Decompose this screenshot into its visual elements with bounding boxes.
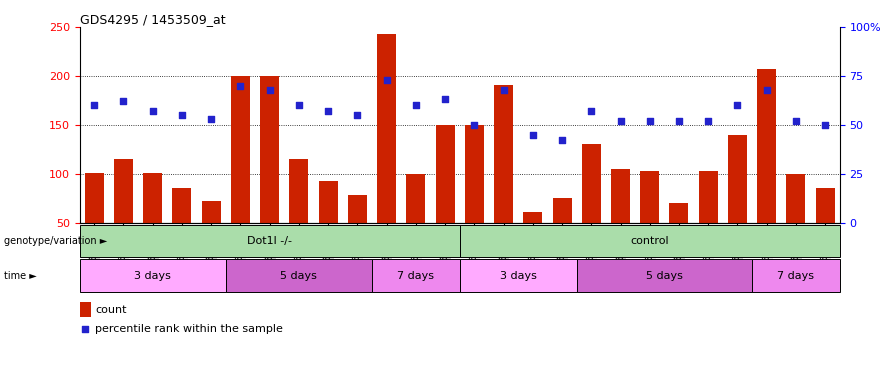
- Point: [233, 83, 248, 89]
- Text: Dot1l -/-: Dot1l -/-: [248, 236, 292, 246]
- Bar: [318, 180, 338, 223]
- Bar: [698, 171, 718, 223]
- Bar: [377, 34, 396, 223]
- Bar: [289, 159, 309, 223]
- Point: [789, 118, 803, 124]
- Point: [204, 116, 218, 122]
- Bar: [552, 198, 572, 223]
- Text: 5 days: 5 days: [280, 270, 317, 281]
- Bar: [260, 76, 279, 223]
- Point: [818, 122, 832, 128]
- Text: count: count: [95, 305, 126, 314]
- Text: control: control: [630, 236, 669, 246]
- Bar: [225, 259, 372, 292]
- Point: [408, 102, 423, 108]
- Point: [438, 96, 452, 103]
- Bar: [436, 125, 454, 223]
- Bar: [85, 173, 103, 223]
- Bar: [407, 174, 425, 223]
- Bar: [347, 195, 367, 223]
- Text: 7 days: 7 days: [777, 270, 814, 281]
- Bar: [728, 135, 747, 223]
- Bar: [611, 169, 630, 223]
- Point: [379, 77, 393, 83]
- Point: [672, 118, 686, 124]
- Text: percentile rank within the sample: percentile rank within the sample: [95, 324, 283, 334]
- Point: [350, 112, 364, 118]
- Bar: [80, 225, 460, 257]
- Bar: [582, 144, 601, 223]
- Point: [146, 108, 160, 114]
- Point: [117, 98, 131, 104]
- Point: [584, 108, 598, 114]
- Bar: [80, 259, 225, 292]
- Bar: [372, 259, 460, 292]
- Point: [263, 86, 277, 93]
- Bar: [460, 225, 840, 257]
- Text: time ►: time ►: [4, 270, 37, 281]
- Bar: [465, 125, 484, 223]
- Text: 5 days: 5 days: [646, 270, 682, 281]
- Point: [292, 102, 306, 108]
- Bar: [231, 76, 250, 223]
- Point: [555, 137, 569, 144]
- Text: 3 days: 3 days: [134, 270, 171, 281]
- Bar: [523, 212, 542, 223]
- Bar: [758, 69, 776, 223]
- Bar: [752, 259, 840, 292]
- Bar: [80, 302, 91, 317]
- Point: [175, 112, 189, 118]
- Bar: [669, 203, 689, 223]
- Point: [643, 118, 657, 124]
- Point: [701, 118, 715, 124]
- Bar: [640, 171, 659, 223]
- Bar: [172, 189, 192, 223]
- Point: [759, 86, 774, 93]
- Bar: [816, 189, 834, 223]
- Point: [526, 131, 540, 138]
- Bar: [143, 173, 162, 223]
- Bar: [787, 174, 805, 223]
- Text: 7 days: 7 days: [397, 270, 434, 281]
- Point: [342, 239, 356, 245]
- Bar: [460, 259, 576, 292]
- Text: 3 days: 3 days: [499, 270, 537, 281]
- Bar: [202, 201, 221, 223]
- Bar: [114, 159, 133, 223]
- Bar: [494, 84, 513, 223]
- Text: genotype/variation ►: genotype/variation ►: [4, 236, 108, 246]
- Point: [321, 108, 335, 114]
- Point: [497, 86, 511, 93]
- Point: [730, 102, 744, 108]
- Text: GDS4295 / 1453509_at: GDS4295 / 1453509_at: [80, 13, 225, 26]
- Bar: [576, 259, 752, 292]
- Point: [88, 102, 102, 108]
- Point: [613, 118, 628, 124]
- Point: [468, 122, 482, 128]
